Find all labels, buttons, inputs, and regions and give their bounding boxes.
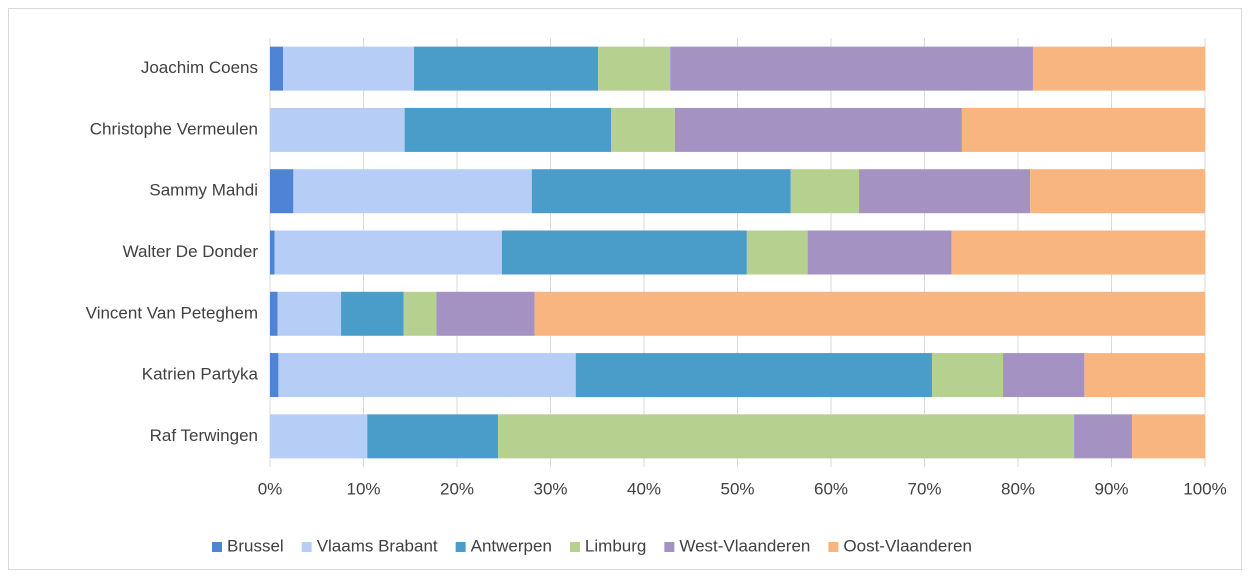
bar-segment — [270, 107, 405, 152]
x-tick-label: 10% — [346, 479, 380, 498]
bar-segment — [807, 230, 952, 275]
legend-swatch — [212, 542, 222, 552]
bar-segment — [270, 46, 284, 91]
chart-border — [8, 8, 1242, 570]
bar-segment — [498, 414, 1075, 459]
legend-label: Vlaams Brabant — [317, 536, 438, 555]
bar-segment — [674, 107, 962, 152]
bar-segment — [270, 291, 278, 336]
legend-swatch — [664, 542, 675, 552]
bar-segment — [790, 169, 860, 214]
x-tick-label: 20% — [440, 479, 474, 498]
legend-label: Oost-Vlaanderen — [843, 536, 972, 555]
bar-segment — [277, 291, 342, 336]
legend-swatch — [828, 542, 839, 552]
bar-segment — [1074, 414, 1133, 459]
legend-label: Brussel — [227, 536, 284, 555]
bar-segment — [931, 353, 1004, 398]
bar-segment — [403, 291, 437, 336]
bar-segment — [367, 414, 499, 459]
y-tick-label: Joachim Coens — [141, 58, 258, 77]
bar-segment — [746, 230, 808, 275]
bar-segment — [598, 46, 671, 91]
bar-segment — [670, 46, 1033, 91]
bar-segment — [270, 414, 368, 459]
legend-swatch — [301, 542, 312, 552]
bar-segment — [859, 169, 1031, 214]
legend-label: Antwerpen — [471, 536, 552, 555]
y-tick-label: Christophe Vermeulen — [90, 119, 258, 138]
bar-segment — [1003, 353, 1085, 398]
bar-segment — [1132, 414, 1205, 459]
legend-label: Limburg — [585, 536, 646, 555]
y-tick-label: Walter De Donder — [123, 242, 259, 261]
bar-segment — [404, 107, 612, 152]
bar-segment — [413, 46, 599, 91]
y-tick-label: Sammy Mahdi — [149, 181, 258, 200]
legend-swatch — [455, 542, 466, 552]
bar-segment — [270, 169, 294, 214]
bar-segment — [961, 107, 1205, 152]
bar-segment — [436, 291, 535, 336]
x-tick-label: 100% — [1183, 479, 1226, 498]
bar-segment — [1084, 353, 1205, 398]
x-tick-label: 90% — [1094, 479, 1128, 498]
x-tick-label: 60% — [814, 479, 848, 498]
x-tick-label: 50% — [720, 479, 754, 498]
x-tick-label: 40% — [627, 479, 661, 498]
bar-segment — [270, 230, 275, 275]
bar-segment — [951, 230, 1205, 275]
legend-swatch — [569, 542, 580, 552]
bar-segment — [283, 46, 414, 91]
x-tick-label: 0% — [258, 479, 283, 498]
bar-segment — [274, 230, 502, 275]
x-tick-label: 80% — [1001, 479, 1035, 498]
bar-segment — [1030, 169, 1205, 214]
bar-segment — [534, 291, 1205, 336]
y-tick-label: Katrien Partyka — [142, 365, 259, 384]
bar-segment — [531, 169, 791, 214]
bar-segment — [278, 353, 576, 398]
x-tick-label: 30% — [533, 479, 567, 498]
y-tick-label: Vincent Van Peteghem — [86, 303, 258, 322]
bar-segment — [293, 169, 532, 214]
bar-segment — [1032, 46, 1205, 91]
y-tick-label: Raf Terwingen — [150, 426, 258, 445]
legend-label: West-Vlaanderen — [679, 536, 810, 555]
bar-segment — [575, 353, 932, 398]
bar-segment — [270, 353, 279, 398]
x-tick-label: 70% — [907, 479, 941, 498]
bar-segment — [501, 230, 747, 275]
bar-segment — [611, 107, 675, 152]
bar-segment — [341, 291, 404, 336]
